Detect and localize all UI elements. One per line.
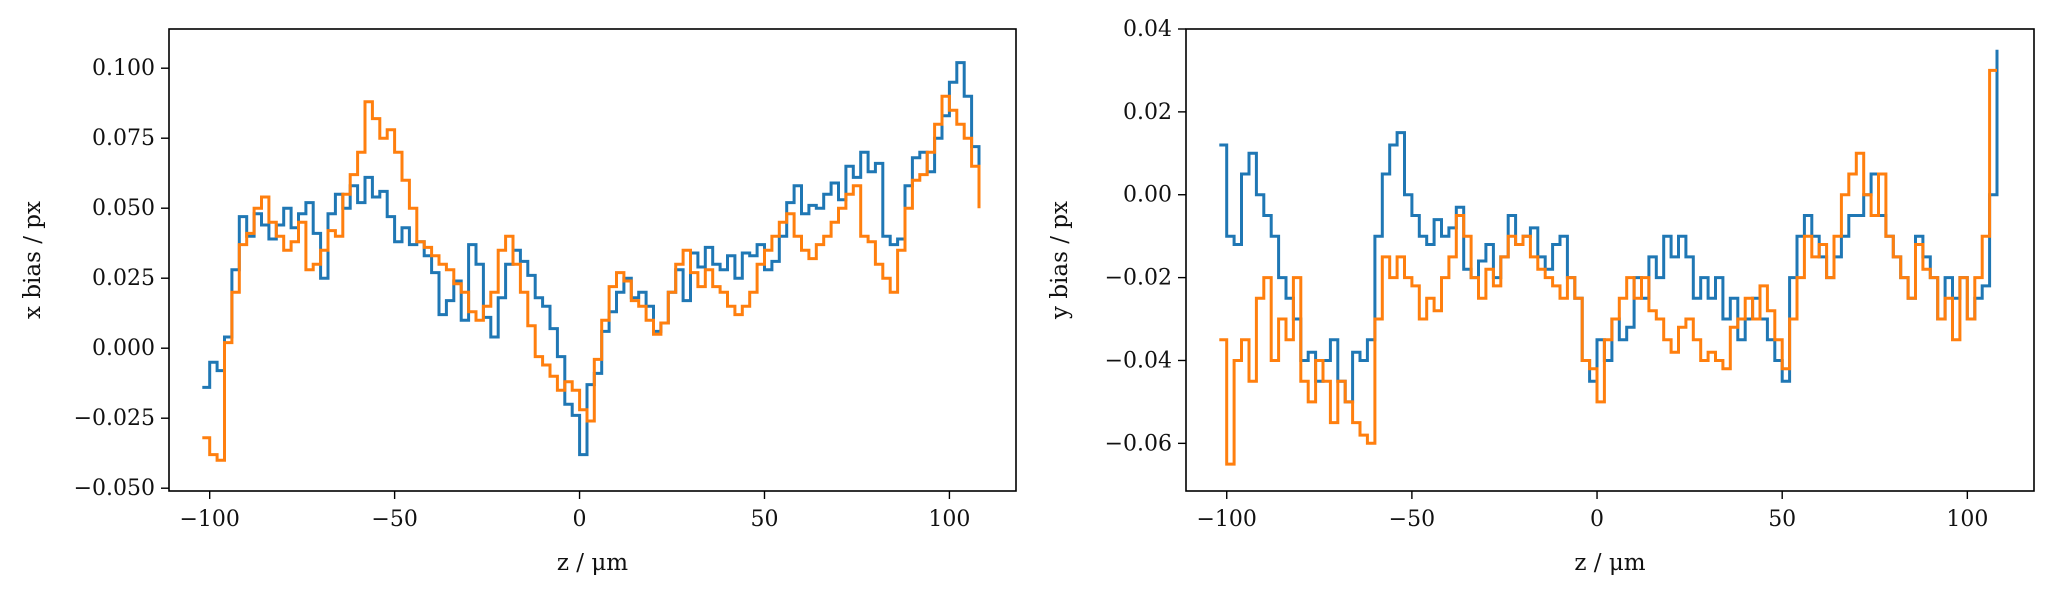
- chart-panel-2: −100 −50 0 50 100 −0.06 −0.04 −0.02 0.00 0.02 0.04…: [1047, 17, 2035, 576]
- x-tick-label: 50: [1768, 507, 1796, 532]
- y-tick-label: 0.04: [1123, 17, 1172, 42]
- y-tick-label: −0.04: [1105, 348, 1172, 373]
- y-tick-label: 0.02: [1123, 100, 1172, 125]
- axes-frame: [1185, 28, 2035, 492]
- x-tick-label: 100: [1946, 507, 1988, 532]
- x-tick-label: 100: [928, 507, 970, 532]
- y-axis-label: x bias / px: [20, 201, 46, 319]
- series-line-1: [202, 61, 981, 457]
- x-tick-label: −50: [1389, 507, 1435, 532]
- x-tick-label: 50: [750, 507, 778, 532]
- y-tick-label: −0.02: [1105, 266, 1172, 291]
- x-tick-label: 0: [573, 507, 587, 532]
- x-axis-label: z / μm: [557, 550, 628, 576]
- x-axis-label: z / μm: [1574, 550, 1645, 576]
- y-tick-label: 0.100: [92, 56, 155, 81]
- chart-panel-1: −100 −50 0 50 100 −0.050 −0.025 0.000 0.025 0.050…: [20, 28, 1017, 576]
- y-tick-label: 0.000: [92, 336, 155, 361]
- y-tick-label: −0.025: [74, 406, 155, 431]
- y-tick-label: 0.00: [1123, 183, 1172, 208]
- x-tick-label: −100: [179, 507, 239, 532]
- series-line-2: [202, 94, 981, 462]
- x-tick-label: −100: [1197, 507, 1257, 532]
- x-tick-label: 0: [1590, 507, 1604, 532]
- y-tick-label: −0.06: [1105, 431, 1172, 456]
- y-tick-label: 0.075: [92, 126, 155, 151]
- series-line-1: [1219, 49, 1999, 404]
- series-line-2: [1219, 68, 1997, 466]
- y-axis-label: y bias / px: [1047, 201, 1073, 320]
- x-tick-label: −50: [371, 507, 417, 532]
- y-tick-label: −0.050: [74, 476, 155, 501]
- y-tick-label: 0.050: [92, 196, 155, 221]
- axes-frame: [168, 28, 1017, 492]
- y-tick-label: 0.025: [92, 266, 155, 291]
